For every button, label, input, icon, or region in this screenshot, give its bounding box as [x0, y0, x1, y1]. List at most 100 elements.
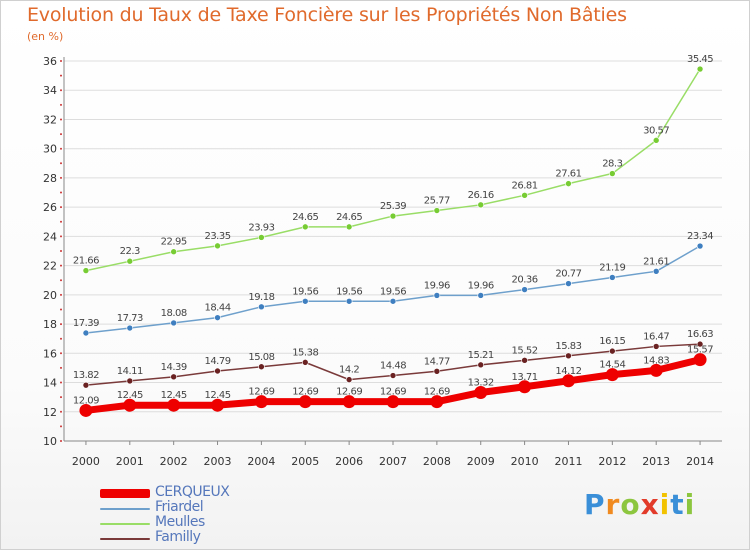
x-tick-label: 2009	[467, 455, 495, 468]
y-minor-tick	[60, 250, 62, 252]
data-label: 20.36	[512, 275, 538, 286]
data-label: 28.3	[602, 159, 622, 170]
y-tick-label: 30	[43, 143, 57, 156]
y-tick-label: 28	[43, 172, 57, 185]
y-tick-label: 22	[43, 260, 57, 273]
legend-label: Friardel	[155, 499, 204, 515]
data-label: 12.69	[380, 387, 406, 398]
y-minor-tick	[60, 60, 62, 62]
logo-letter: i	[659, 488, 671, 521]
data-label: 16.63	[687, 329, 713, 340]
y-minor-tick	[60, 381, 62, 384]
data-point	[345, 223, 353, 231]
data-point	[345, 376, 353, 383]
data-label: 15.08	[248, 352, 274, 363]
data-label: 13.32	[468, 377, 494, 388]
data-point	[170, 373, 177, 381]
data-point	[474, 385, 488, 399]
data-label: 24.65	[292, 212, 318, 223]
data-point	[167, 398, 181, 412]
data-label: 22.3	[120, 246, 140, 257]
data-point	[565, 352, 572, 360]
data-point	[477, 361, 485, 369]
data-point	[433, 207, 441, 214]
y-tick-label: 12	[43, 406, 57, 419]
data-label: 13.82	[73, 370, 99, 381]
y-minor-tick	[60, 352, 62, 355]
data-point	[214, 314, 221, 321]
data-point	[521, 357, 528, 364]
y-tick-label: 14	[43, 377, 57, 390]
y-tick-label: 24	[43, 230, 57, 243]
data-label: 23.34	[687, 231, 713, 242]
y-minor-tick	[60, 133, 62, 136]
data-point	[652, 137, 660, 144]
data-point	[609, 274, 616, 281]
y-minor-tick	[60, 323, 62, 326]
data-label: 19.56	[292, 286, 318, 297]
data-label: 14.48	[380, 361, 406, 372]
data-label: 12.69	[248, 387, 274, 398]
data-point	[652, 268, 660, 275]
data-label: 12.69	[336, 387, 362, 398]
y-tick-label: 10	[43, 435, 57, 448]
data-label: 18.08	[161, 308, 187, 319]
data-point	[82, 381, 90, 389]
data-point	[170, 319, 177, 327]
data-label: 16.15	[599, 336, 625, 347]
chart-subtitle: (en %)	[27, 30, 64, 43]
data-point	[254, 395, 268, 409]
data-label: 25.77	[424, 196, 450, 207]
data-point	[345, 297, 353, 305]
data-label: 17.39	[73, 318, 99, 329]
data-label: 15.83	[555, 341, 581, 352]
data-label: 19.56	[336, 286, 362, 297]
x-tick-label: 2011	[554, 455, 582, 468]
x-tick-label: 2013	[642, 455, 670, 468]
y-minor-tick	[60, 74, 62, 77]
y-minor-tick	[60, 293, 62, 296]
x-tick-label: 2005	[291, 455, 319, 468]
data-point	[82, 267, 90, 274]
data-label: 24.65	[336, 212, 362, 223]
y-minor-tick	[60, 235, 62, 238]
data-label: 12.69	[292, 387, 318, 398]
legend-swatch	[100, 538, 150, 540]
data-point	[389, 212, 397, 220]
data-label: 14.54	[599, 360, 625, 371]
data-point	[389, 297, 397, 305]
legend-item-cerqueux: CERQUEUX	[100, 484, 320, 500]
y-tick-label: 26	[43, 201, 57, 214]
data-point	[214, 367, 221, 375]
data-point	[258, 234, 265, 241]
data-point	[123, 398, 137, 412]
data-point	[433, 292, 441, 299]
data-point	[386, 395, 400, 409]
legend-swatch	[100, 523, 150, 525]
data-label: 20.77	[555, 269, 581, 280]
data-point	[389, 372, 397, 379]
legend-item-meulles: Meulles	[100, 514, 320, 530]
data-point	[298, 395, 312, 409]
data-label: 15.38	[292, 347, 318, 358]
y-minor-tick	[60, 396, 62, 399]
data-label: 15.57	[687, 345, 713, 356]
y-minor-tick	[60, 425, 62, 428]
data-label: 17.73	[117, 313, 143, 324]
legend-label: CERQUEUX	[155, 484, 230, 500]
data-label: 26.81	[512, 180, 538, 191]
proxiti-logo: Proxiti	[584, 488, 695, 521]
data-point	[301, 297, 309, 305]
data-point	[693, 353, 707, 367]
y-minor-tick	[60, 103, 62, 106]
data-point	[477, 292, 485, 299]
data-label: 12.45	[204, 390, 230, 401]
data-point	[521, 192, 528, 199]
data-point	[301, 223, 309, 231]
data-point	[430, 395, 444, 409]
data-label: 15.52	[512, 345, 538, 356]
x-tick-label: 2000	[72, 455, 100, 468]
data-point	[609, 347, 616, 355]
data-point	[561, 374, 575, 388]
legend-item-friardel: Friardel	[100, 499, 320, 515]
